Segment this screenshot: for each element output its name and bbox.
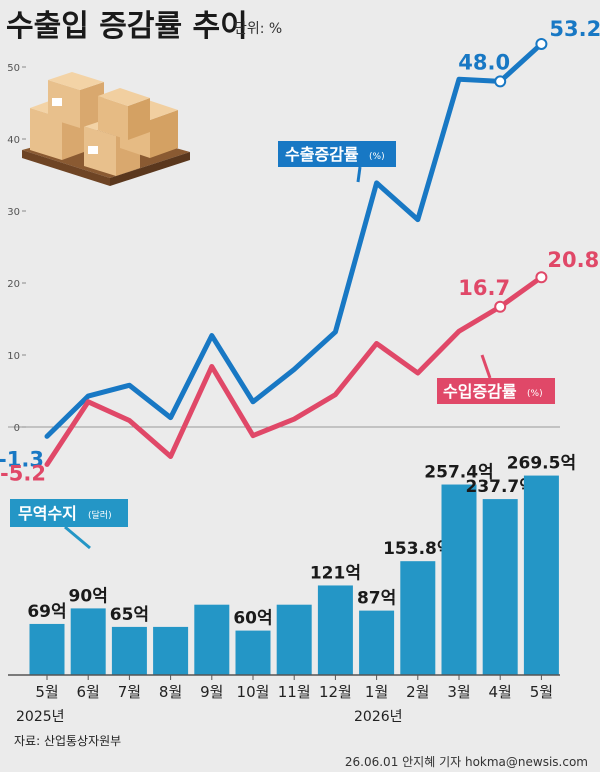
- data-point: [494, 300, 507, 313]
- x-tick-label: 4월: [489, 683, 512, 701]
- balance-series-tag: 무역수지 (달러): [10, 499, 128, 550]
- line-value-label: 16.7: [458, 276, 510, 300]
- balance-tag-unit: (달러): [88, 509, 112, 521]
- balance-value-label: 65억: [110, 605, 149, 625]
- x-tick-label: 5월: [35, 683, 58, 701]
- balance-bar: [400, 561, 436, 675]
- balance-bar: [359, 610, 395, 675]
- x-tick-label: 6월: [77, 683, 100, 701]
- balance-value-label: 257.4억: [424, 463, 493, 483]
- balance-value-label: 90억: [69, 586, 108, 606]
- boxes-on-pallet-icon: [22, 72, 190, 186]
- balance-value-label: 121억: [310, 563, 361, 583]
- series-line: [44, 41, 544, 439]
- balance-bar: [111, 626, 147, 675]
- line-value-label: -1.3: [0, 447, 44, 471]
- y-tick-label: 40: [7, 135, 20, 146]
- growth-rate-lines: -1.3 48.0 53.2 -5.2 16.7 20.8: [0, 17, 600, 485]
- export-tag-unit: (%): [369, 152, 385, 162]
- credit-line: 26.06.01 안지혜 기자 hokma@newsis.com: [345, 755, 588, 769]
- x-tick-label: 3월: [447, 683, 470, 701]
- export-series-tag: 수출증감률 (%): [278, 141, 396, 183]
- x-tick-label: 9월: [200, 683, 223, 701]
- import-tag-unit: (%): [527, 389, 543, 399]
- y-tick-label: 10: [7, 351, 20, 362]
- balance-bar: [441, 484, 477, 675]
- year-start-label: 2025년: [16, 709, 65, 725]
- balance-bar: [276, 604, 312, 675]
- x-tick-label: 5월: [530, 683, 553, 701]
- line-value-label: 48.0: [458, 50, 510, 74]
- balance-bar: [153, 626, 189, 675]
- line-value-label: 20.8: [547, 248, 599, 272]
- balance-value-label: 60억: [233, 609, 272, 629]
- balance-bar: [70, 608, 106, 675]
- x-tick-label: 1월: [365, 683, 388, 701]
- balance-bar: [523, 475, 559, 675]
- x-tick-label: 11월: [278, 683, 311, 701]
- x-tick-label: 12월: [319, 683, 352, 701]
- balance-tag-label: 무역수지: [18, 504, 77, 523]
- year-end-label: 2026년: [354, 709, 403, 725]
- x-tick-label: 8월: [159, 683, 182, 701]
- balance-bar: [482, 499, 518, 675]
- x-tick-label: 10월: [237, 683, 270, 701]
- balance-bar: [29, 623, 65, 675]
- x-tick-label: 7월: [118, 683, 141, 701]
- balance-bar: [194, 604, 230, 675]
- export-tag-label: 수출증감률: [285, 145, 359, 164]
- data-point: [535, 37, 548, 50]
- y-tick-label: 50: [7, 63, 20, 74]
- chart-title: 수출입 증감률 추이: [6, 9, 248, 44]
- data-point: [494, 75, 507, 88]
- balance-bar: [235, 630, 271, 675]
- balance-bar: [317, 585, 353, 675]
- balance-value-label: 87억: [357, 589, 396, 609]
- balance-value-label: 153.8억: [383, 539, 452, 559]
- y-tick-label: 30: [7, 207, 20, 218]
- y-tick-label: 20: [7, 279, 20, 290]
- y-axis: 0 10 20 30 40 50: [7, 63, 560, 434]
- balance-value-label: 69억: [27, 602, 66, 622]
- y-tick-label: 0: [14, 423, 20, 434]
- source-note: 자료: 산업통상자원부: [14, 734, 121, 748]
- line-value-label: 53.2: [549, 17, 600, 41]
- balance-value-label: 269.5억: [507, 454, 576, 474]
- series-line: [44, 274, 544, 467]
- data-point: [535, 271, 548, 284]
- balance-value-label: 237.7억: [465, 477, 534, 497]
- import-tag-label: 수입증감률: [443, 382, 517, 401]
- unit-label: 단위: %: [234, 21, 282, 37]
- x-tick-label: 2월: [406, 683, 429, 701]
- x-axis: 5월 6월 7월 8월 9월 10월 11월 12월 1월 2월 3월 4월 5월: [8, 674, 560, 701]
- import-series-tag: 수입증감률 (%): [437, 354, 555, 404]
- line-value-label: -5.2: [0, 461, 46, 485]
